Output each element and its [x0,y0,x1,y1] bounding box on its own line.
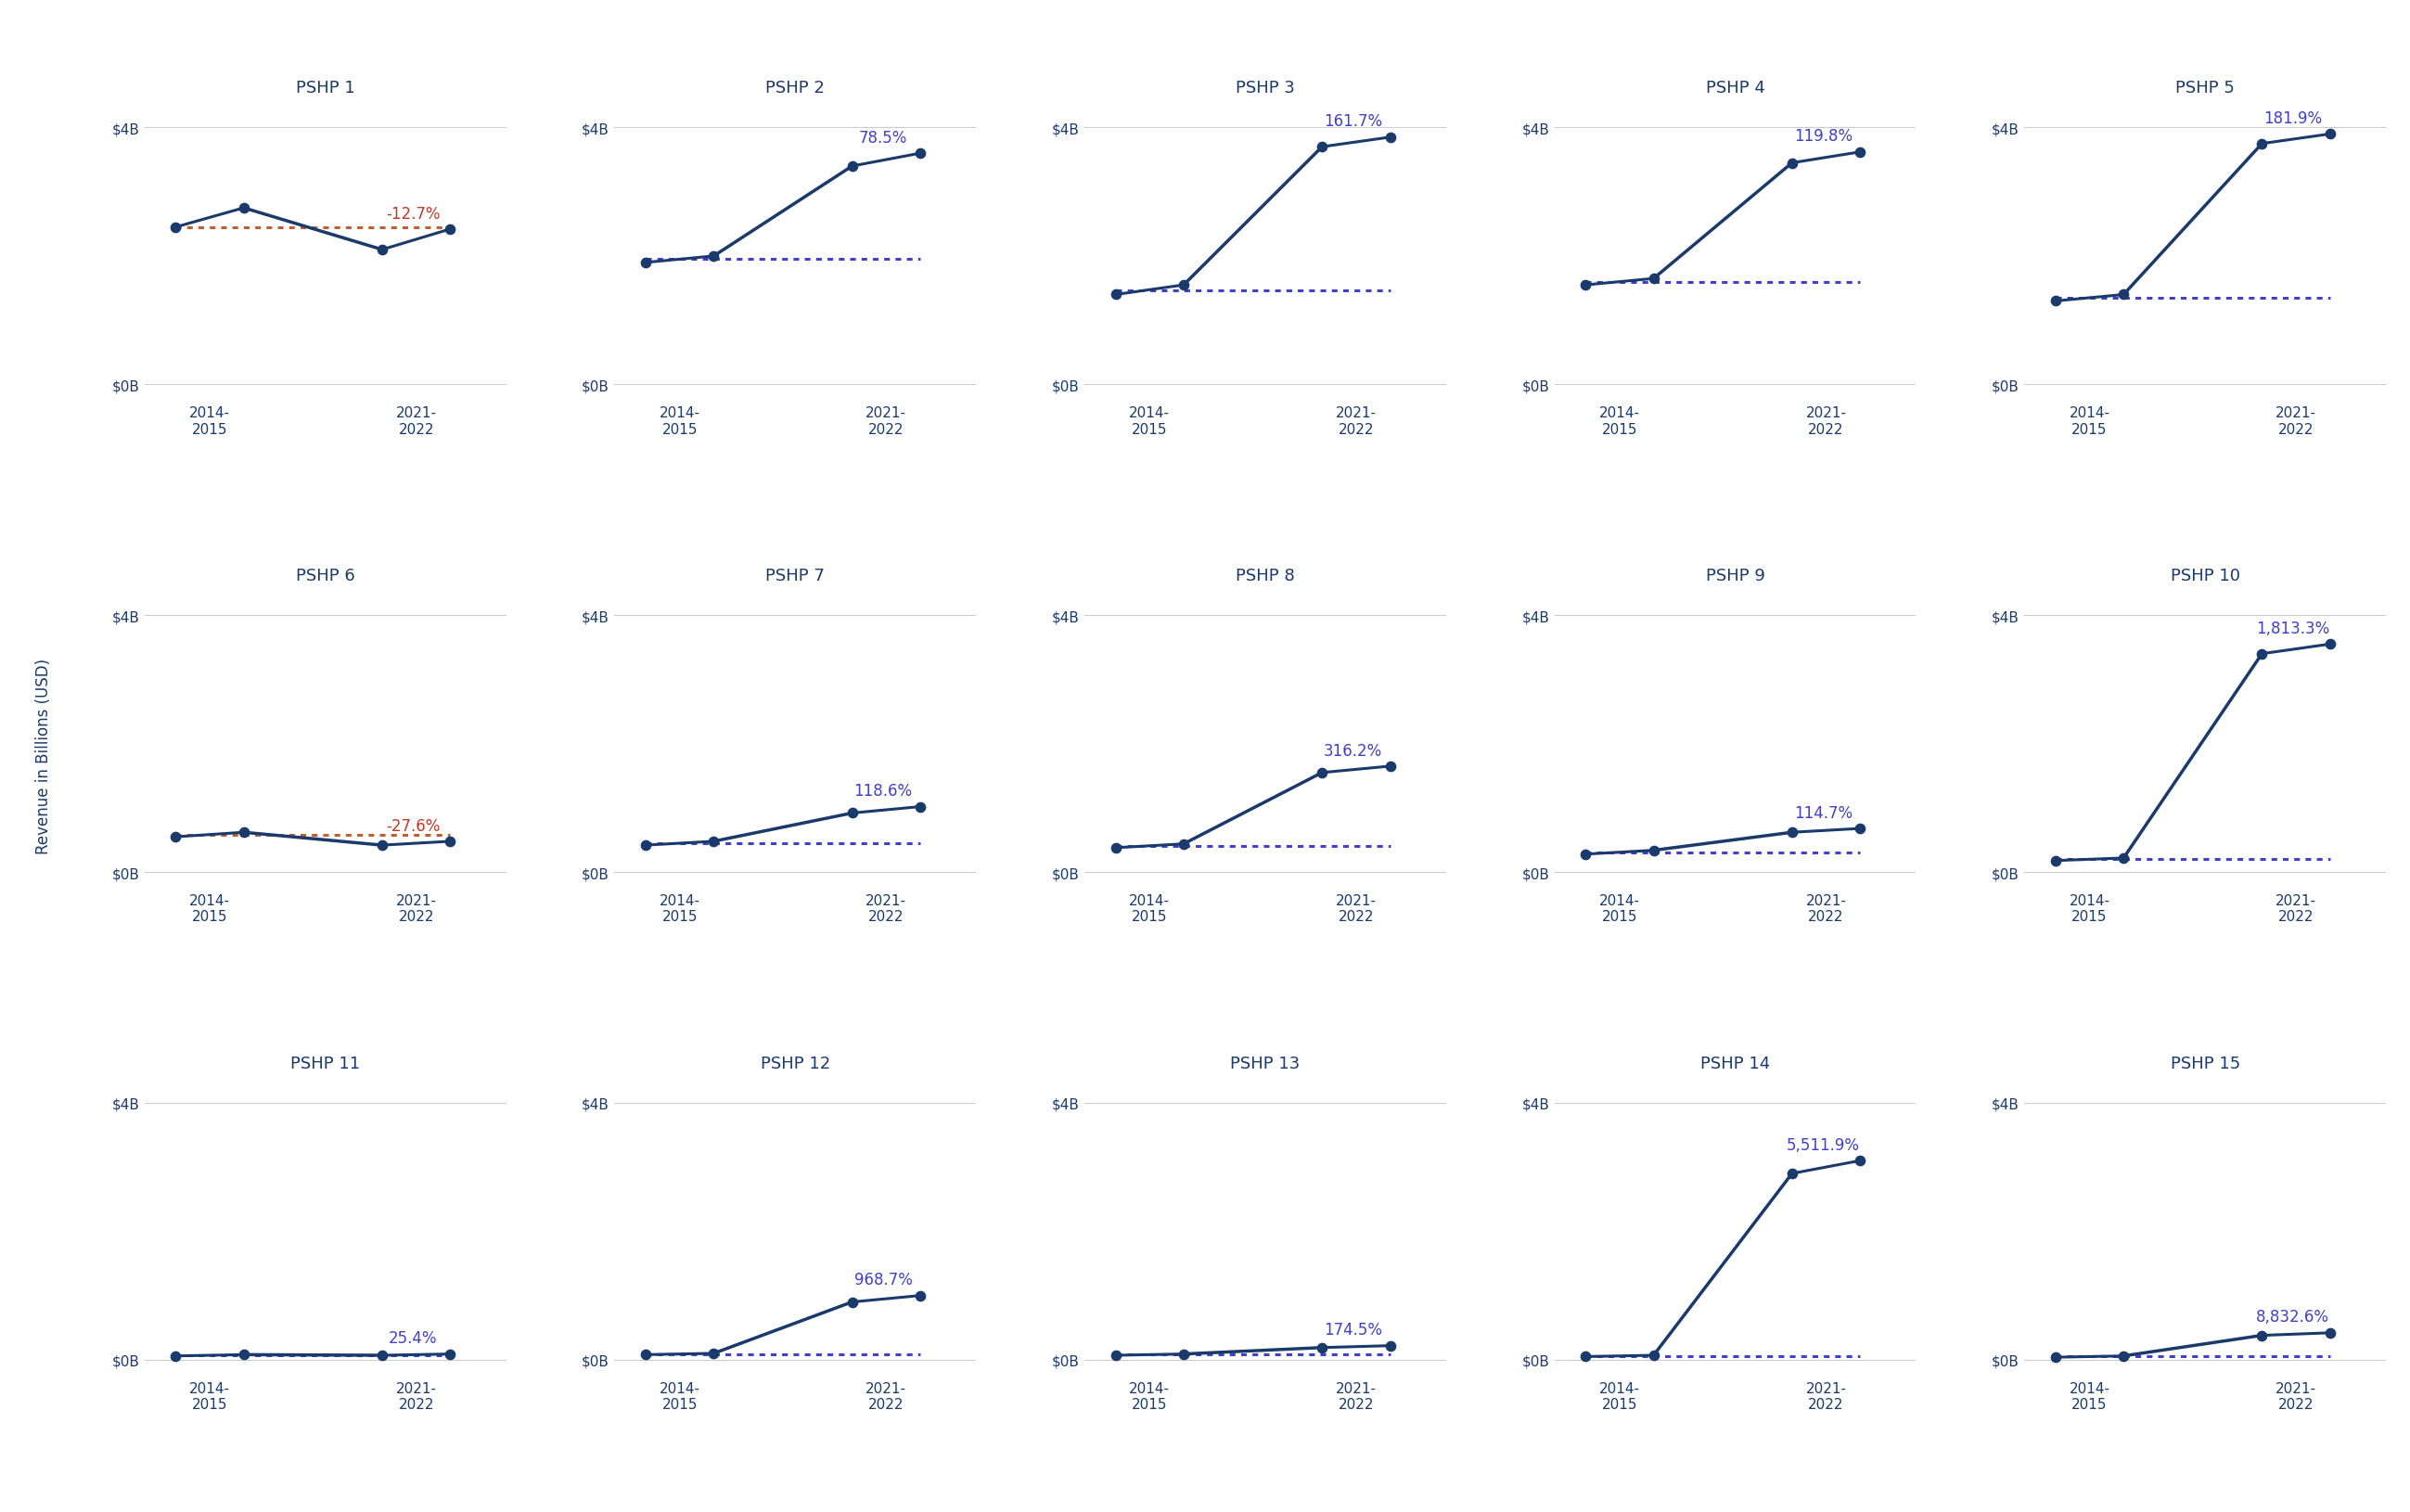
Point [1634,1343,1673,1367]
Point [2036,290,2075,314]
Point [2036,1346,2075,1370]
Point [224,197,263,221]
Text: 181.9%: 181.9% [2263,110,2323,127]
Title: PSHP 5: PSHP 5 [2176,80,2234,97]
Point [2104,847,2142,871]
Point [1774,821,1812,845]
Point [431,1343,470,1367]
Point [901,795,940,820]
Text: 316.2%: 316.2% [1323,742,1383,759]
Title: PSHP 7: PSHP 7 [766,567,824,584]
Point [2244,1323,2282,1347]
Text: 968.7%: 968.7% [853,1272,913,1288]
Point [1566,274,1605,298]
Point [834,1290,872,1314]
Title: PSHP 1: PSHP 1 [296,80,354,97]
Point [1841,141,1880,165]
Point [364,239,402,263]
Point [2104,1344,2142,1368]
Title: PSHP 11: PSHP 11 [292,1055,359,1072]
Point [694,1341,733,1365]
Point [1164,832,1203,856]
Title: PSHP 10: PSHP 10 [2171,567,2239,584]
Point [1164,274,1203,298]
Point [1371,125,1410,150]
Title: PSHP 12: PSHP 12 [762,1055,829,1072]
Title: PSHP 15: PSHP 15 [2171,1055,2239,1072]
Point [224,1343,263,1367]
Text: -12.7%: -12.7% [386,206,441,222]
Point [157,216,195,240]
Point [627,251,665,275]
Text: 161.7%: 161.7% [1323,113,1383,130]
Title: PSHP 14: PSHP 14 [1701,1055,1769,1072]
Title: PSHP 3: PSHP 3 [1236,80,1294,97]
Point [901,1284,940,1308]
Text: 8,832.6%: 8,832.6% [2256,1308,2330,1325]
Point [2244,643,2282,667]
Point [2311,632,2350,656]
Point [2311,1321,2350,1346]
Text: 78.5%: 78.5% [858,130,909,147]
Point [694,830,733,854]
Title: PSHP 8: PSHP 8 [1236,567,1294,584]
Title: PSHP 13: PSHP 13 [1232,1055,1299,1072]
Point [1841,816,1880,841]
Point [1634,268,1673,292]
Point [1164,1343,1203,1367]
Title: PSHP 2: PSHP 2 [766,80,824,97]
Text: 118.6%: 118.6% [853,783,913,800]
Point [1097,836,1135,860]
Point [1371,754,1410,779]
Point [1634,839,1673,863]
Point [157,826,195,850]
Text: 114.7%: 114.7% [1793,804,1853,821]
Point [834,801,872,826]
Text: 25.4%: 25.4% [388,1329,439,1346]
Text: -27.6%: -27.6% [386,818,441,835]
Point [1097,1343,1135,1367]
Point [627,1343,665,1367]
Point [834,154,872,178]
Point [431,830,470,854]
Title: PSHP 9: PSHP 9 [1706,567,1764,584]
Text: 1,813.3%: 1,813.3% [2256,620,2330,637]
Point [1304,761,1342,785]
Point [1304,1335,1342,1359]
Point [1097,283,1135,307]
Point [364,833,402,857]
Point [694,245,733,269]
Point [1774,151,1812,175]
Point [901,142,940,166]
Title: PSHP 4: PSHP 4 [1706,80,1764,97]
Point [1371,1334,1410,1358]
Title: PSHP 6: PSHP 6 [296,567,354,584]
Text: 119.8%: 119.8% [1793,129,1853,145]
Point [157,1344,195,1368]
Text: Revenue in Billions (USD): Revenue in Billions (USD) [36,658,51,854]
Text: 5,511.9%: 5,511.9% [1786,1137,1861,1154]
Point [1566,842,1605,866]
Point [431,218,470,242]
Point [1566,1344,1605,1368]
Point [2311,122,2350,147]
Point [1774,1161,1812,1185]
Point [1841,1149,1880,1173]
Point [627,833,665,857]
Point [364,1343,402,1367]
Point [2244,132,2282,156]
Text: 174.5%: 174.5% [1323,1321,1383,1338]
Point [2104,283,2142,307]
Point [224,821,263,845]
Point [1304,136,1342,160]
Point [2036,848,2075,872]
